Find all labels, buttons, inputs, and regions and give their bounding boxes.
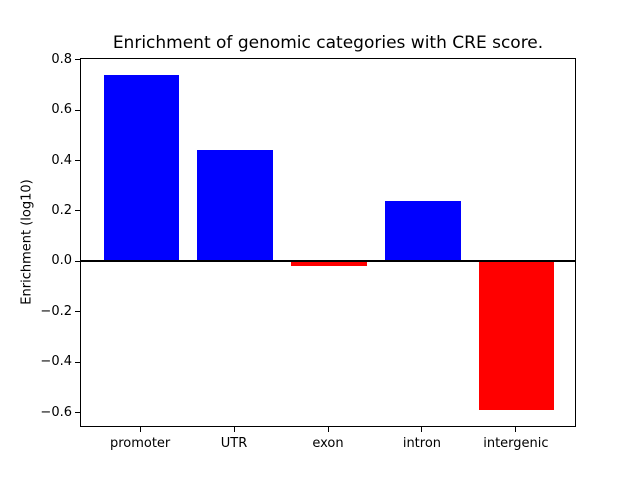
y-tick-label: −0.2 (40, 303, 72, 319)
x-tick-label-intergenic: intergenic (483, 436, 549, 451)
bar-intergenic (479, 261, 555, 411)
x-tick-mark (327, 427, 329, 432)
y-tick-mark (75, 160, 80, 162)
x-tick-label-exon: exon (312, 436, 344, 451)
y-tick-label: −0.4 (40, 354, 72, 370)
x-tick-label-promoter: promoter (109, 436, 171, 451)
zero-line (81, 260, 575, 263)
x-tick-label-UTR: UTR (220, 436, 248, 451)
chart-title: Enrichment of genomic categories with CR… (112, 33, 544, 53)
x-tick-label-intron: intron (402, 436, 442, 451)
y-axis-label: Enrichment (log10) (19, 179, 35, 305)
y-tick-mark (75, 210, 80, 212)
bar-exon (291, 261, 367, 267)
y-tick-label: 0.4 (51, 152, 72, 168)
y-tick-label: −0.6 (40, 404, 72, 420)
x-tick-mark (421, 427, 423, 432)
y-tick-label: 0.6 (51, 102, 72, 118)
y-tick-mark (75, 260, 80, 262)
bar-UTR (197, 150, 273, 262)
y-tick-mark (75, 311, 80, 313)
y-tick-label: 0.8 (51, 51, 72, 67)
y-tick-label: 0.2 (51, 202, 72, 218)
y-tick-mark (75, 361, 80, 363)
bar-intron (385, 200, 461, 262)
x-tick-mark (139, 427, 141, 432)
y-tick-mark (75, 59, 80, 61)
x-tick-mark (515, 427, 517, 432)
x-tick-mark (233, 427, 235, 432)
plot-area (80, 58, 576, 427)
y-tick-mark (75, 109, 80, 111)
bar-promoter (103, 74, 179, 262)
y-tick-mark (75, 412, 80, 414)
y-tick-label: 0.0 (51, 253, 72, 269)
